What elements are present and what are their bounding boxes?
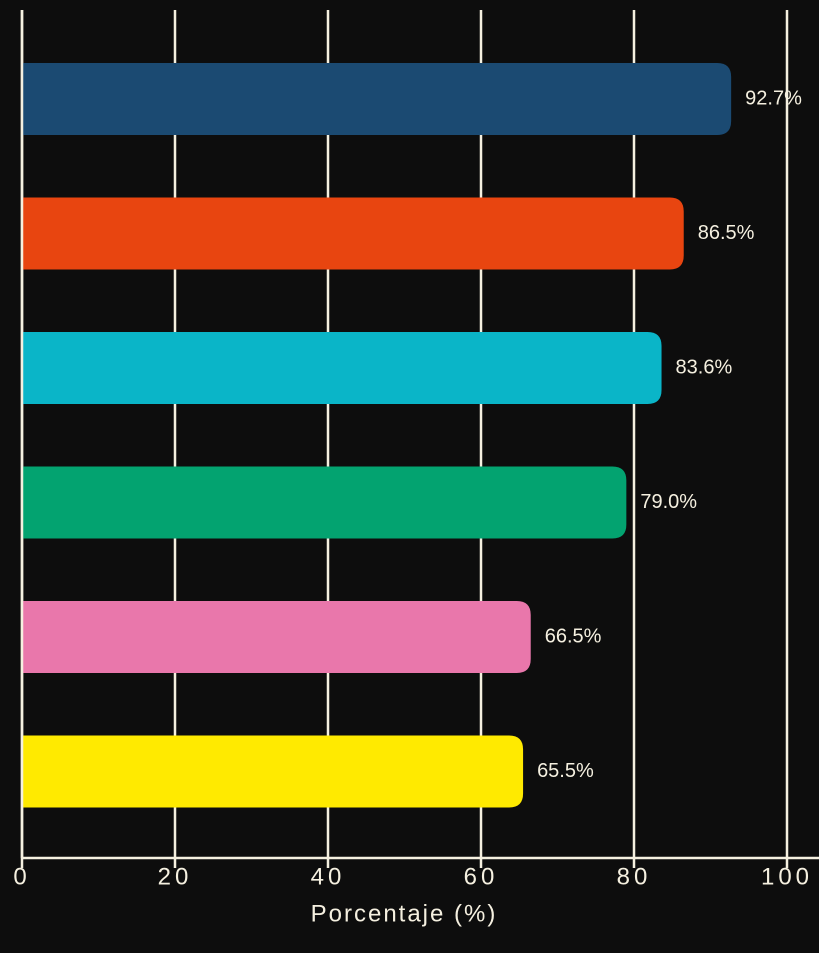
x-tick-label: 60: [464, 863, 499, 890]
value-label: 92.7%: [745, 87, 802, 109]
bar: [22, 601, 531, 673]
bar: [22, 332, 662, 404]
x-tick-label: 100: [761, 863, 813, 890]
value-label: 79.0%: [640, 491, 697, 513]
x-tick-label: 80: [617, 863, 652, 890]
x-tick-label: 20: [158, 863, 193, 890]
x-axis-label: Porcentaje (%): [311, 900, 498, 927]
value-label: 83.6%: [676, 356, 733, 378]
bar: [22, 197, 684, 270]
value-label: 66.5%: [545, 625, 602, 647]
x-tick-label: 40: [311, 863, 346, 890]
value-label: 65.5%: [537, 760, 594, 782]
bar: [22, 735, 524, 808]
value-label: 86.5%: [698, 222, 755, 244]
bar: [22, 63, 732, 135]
x-tick-label: 0: [13, 863, 30, 890]
bar: [22, 466, 627, 539]
